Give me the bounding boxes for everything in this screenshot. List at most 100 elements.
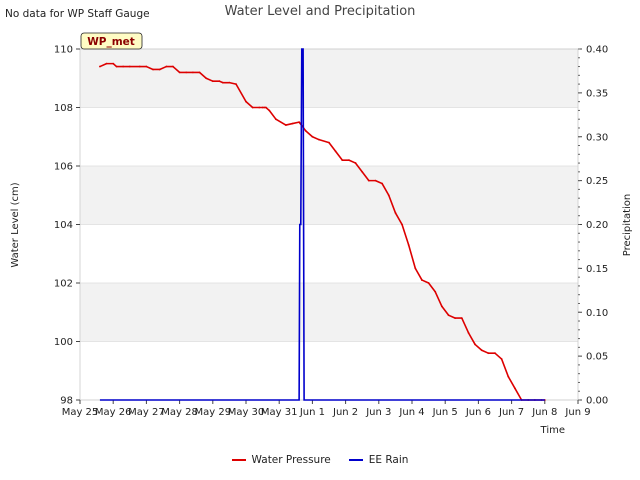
point-water-pressure (487, 352, 490, 355)
legend-item-ee-rain: EE Rain (348, 454, 408, 466)
y-axis-label: Water Level (cm) (10, 182, 21, 267)
y-axis-ticks: 98 100 102 104 106 108 110 (54, 45, 80, 407)
point-water-pressure (112, 62, 115, 65)
y2-axis-ticks: 0.00 0.05 0.10 0.15 0.20 0.25 0.30 0.35 0.40 (578, 45, 608, 407)
point-water-pressure (334, 150, 337, 153)
y-tick-label: 98 (60, 396, 73, 407)
point-water-pressure (284, 124, 287, 126)
point-water-pressure (178, 71, 181, 74)
y2-tick-label: 0.20 (586, 220, 608, 231)
point-water-pressure (311, 135, 314, 138)
series-water-pressure (99, 62, 545, 401)
point-water-pressure (480, 349, 483, 352)
background-bands (80, 49, 578, 400)
point-water-pressure (99, 65, 101, 68)
y2-tick-label: 0.30 (586, 132, 608, 143)
series-layer (99, 48, 546, 401)
band-gray (80, 166, 578, 225)
point-water-pressure (318, 138, 320, 141)
y-tick-label: 102 (54, 279, 73, 290)
x-tick-label: Jun 1 (299, 407, 325, 418)
x-tick-label: Jun 4 (398, 407, 424, 418)
x-tick-label: May 29 (195, 407, 232, 418)
point-water-pressure (265, 106, 267, 109)
band-white (80, 341, 578, 400)
point-water-pressure (105, 62, 108, 65)
point-water-pressure (258, 106, 261, 109)
x-tick-label: Jun 9 (564, 407, 590, 418)
band-gray (80, 283, 578, 342)
point-water-pressure (205, 77, 208, 80)
point-water-pressure (361, 170, 364, 173)
y2-tick-label: 0.40 (586, 45, 608, 56)
y-tick-label: 100 (54, 337, 73, 348)
x-axis-label: Time (540, 425, 565, 436)
point-water-pressure (460, 317, 463, 319)
point-water-pressure (198, 71, 201, 74)
x-tick-label: May 30 (228, 407, 265, 418)
point-water-pressure (500, 358, 503, 360)
x-tick-label: Jun 7 (498, 407, 524, 418)
y2-tick-label: 0.15 (586, 264, 608, 275)
y2-tick-label: 0.10 (586, 308, 608, 319)
chart-title: Water Level and Precipitation (224, 4, 416, 19)
y-tick-label: 110 (54, 45, 73, 56)
point-water-pressure (152, 68, 154, 71)
point-water-pressure (128, 65, 131, 68)
point-water-pressure (494, 352, 496, 355)
point-water-pressure (115, 65, 118, 68)
point-water-pressure (407, 244, 410, 246)
x-tick-label: May 25 (62, 407, 99, 418)
legend-label-water: Water Pressure (251, 454, 331, 466)
point-water-pressure (374, 179, 377, 182)
point-water-pressure (474, 343, 476, 346)
point-water-pressure (211, 80, 214, 83)
point-water-pressure (387, 194, 390, 197)
point-water-pressure (440, 305, 443, 308)
point-water-pressure (158, 68, 161, 71)
point-water-pressure (263, 106, 266, 109)
point-water-pressure (172, 65, 174, 68)
point-water-pressure (467, 331, 470, 334)
point-water-pressure (304, 130, 307, 132)
y2-tick-label: 0.05 (586, 352, 608, 363)
x-tick-label: May 28 (161, 407, 198, 418)
band-gray (80, 49, 578, 108)
point-water-pressure (274, 118, 277, 121)
point-water-pressure (138, 65, 141, 68)
point-water-pressure (268, 109, 271, 112)
point-water-pressure (228, 81, 231, 84)
y-tick-label: 108 (54, 103, 73, 114)
x-tick-label: Jun 2 (332, 407, 358, 418)
point-water-pressure (261, 106, 264, 109)
point-water-pressure (507, 375, 510, 378)
point-water-pressure (381, 182, 384, 185)
point-water-pressure (218, 80, 221, 83)
x-tick-label: May 31 (261, 407, 298, 418)
point-water-pressure (427, 282, 430, 284)
y-tick-label: 106 (54, 162, 73, 173)
point-water-pressure (191, 71, 194, 74)
point-water-pressure (454, 317, 457, 319)
x-tick-label: May 26 (95, 407, 132, 418)
y-tick-label: 104 (54, 220, 73, 231)
no-data-notice: No data for WP Staff Gauge (5, 8, 150, 20)
y2-axis-label: Precipitation (622, 194, 633, 257)
x-tick-label: Jun 3 (365, 407, 391, 418)
svg-text:WP_met: WP_met (87, 36, 135, 48)
legend-swatch-rain (348, 459, 363, 461)
point-water-pressure (401, 223, 403, 226)
point-water-pressure (245, 100, 247, 103)
point-water-pressure (328, 141, 330, 144)
legend-item-water-pressure: Water Pressure (231, 454, 331, 466)
point-water-pressure (434, 290, 437, 293)
legend-swatch-water (231, 459, 246, 461)
point-water-pressure (122, 65, 125, 68)
x-tick-label: Jun 6 (465, 407, 491, 418)
x-tick-label: Jun 8 (531, 407, 557, 418)
point-water-pressure (354, 162, 357, 164)
point-water-pressure (235, 83, 237, 85)
point-water-pressure (348, 159, 350, 162)
